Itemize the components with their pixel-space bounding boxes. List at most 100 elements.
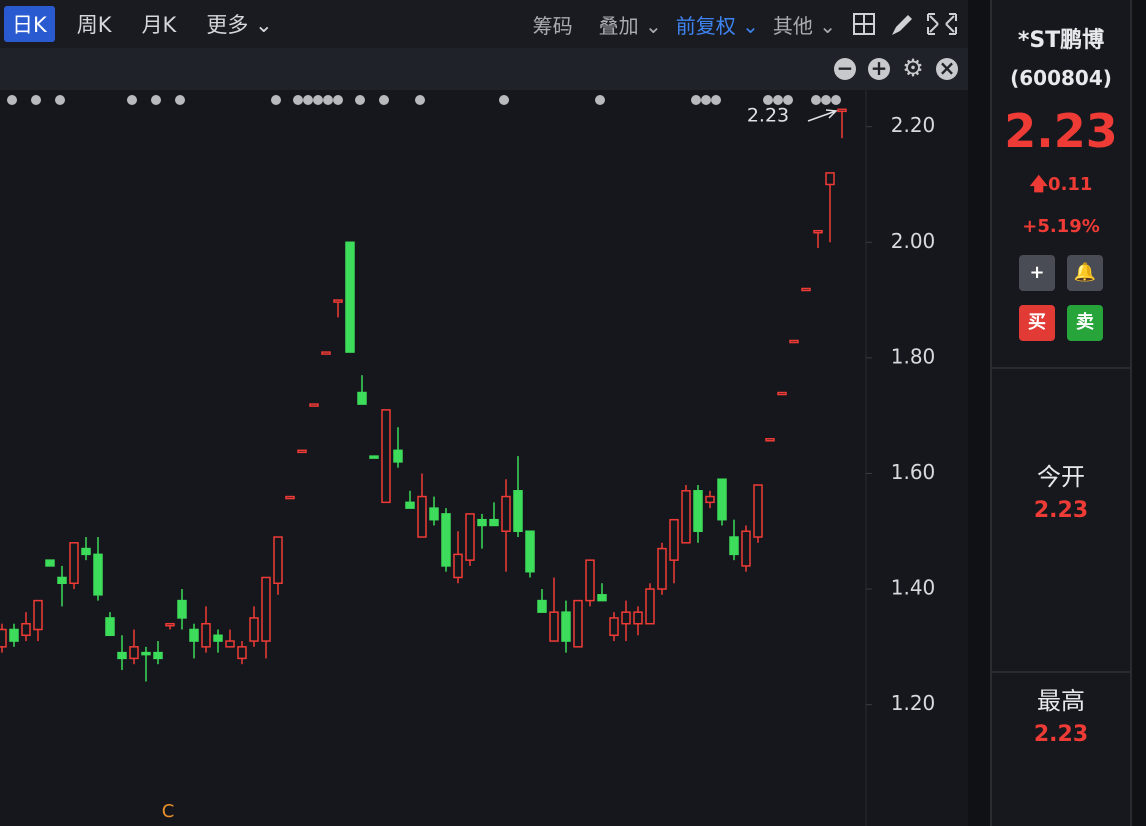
- candle-body: [765, 438, 775, 442]
- candle-body: [801, 287, 811, 292]
- alert-button[interactable]: 🔔: [1067, 255, 1103, 291]
- candle-body: [789, 339, 799, 344]
- event-dot: [595, 95, 605, 105]
- y-tick-label: 2.00: [891, 229, 936, 253]
- candle-body: [441, 513, 451, 567]
- last-price-label: 2.23: [747, 105, 789, 127]
- period-tab[interactable]: 日K: [4, 6, 55, 42]
- event-dot: [55, 95, 65, 105]
- event-dot: [355, 95, 365, 105]
- candle-body: [189, 628, 199, 642]
- candle-body: [129, 646, 139, 660]
- event-dot: [31, 95, 41, 105]
- settings[interactable]: ⚙: [902, 54, 924, 82]
- add-button[interactable]: +: [1019, 255, 1055, 291]
- candle-body: [825, 172, 835, 186]
- candle-body: [273, 536, 283, 585]
- sell-button[interactable]: 卖: [1067, 305, 1103, 341]
- candle-body: [453, 553, 463, 579]
- price: 2.23: [1004, 104, 1118, 158]
- stat-label: 今开: [1037, 463, 1085, 491]
- tool-icons[interactable]: [850, 9, 960, 39]
- candle-body: [705, 495, 715, 504]
- candle-body: [777, 391, 787, 396]
- candle-body: [429, 507, 439, 521]
- change: 🡅0.11: [1029, 174, 1093, 195]
- more-text: 更多: [206, 13, 249, 37]
- candle-body: [201, 622, 211, 648]
- tool-button[interactable]: 其他 ⌄: [772, 13, 836, 38]
- event-dot: [7, 95, 17, 105]
- divider: [992, 671, 1130, 673]
- candle-body: [141, 651, 151, 656]
- candle-body: [81, 547, 91, 556]
- toolbar: 日K 周K 月K 更多 ⌄ 筹码 叠加 ⌄ 前复权 ⌄ 其他 ⌄: [0, 0, 968, 48]
- event-dots: [7, 95, 841, 105]
- change-pct: +5.19%: [1022, 216, 1100, 237]
- candle-body: [741, 530, 751, 567]
- candle-body: [609, 617, 619, 637]
- candle-body: [753, 484, 763, 538]
- candle-body: [525, 530, 535, 573]
- change-value: 0.11: [1048, 174, 1093, 195]
- tool-button[interactable]: 前复权 ⌄: [675, 13, 759, 38]
- buy-button[interactable]: 买: [1019, 305, 1055, 341]
- y-tick-label: 1.80: [891, 344, 936, 368]
- stat-value: 2.23: [1033, 498, 1089, 523]
- candle-body: [717, 478, 727, 521]
- event-dot: [711, 95, 721, 105]
- candle-body: [489, 518, 499, 527]
- period-tab[interactable]: 月K: [141, 13, 177, 37]
- candle-body: [537, 599, 547, 613]
- period-tab[interactable]: 周K: [76, 13, 112, 37]
- candle-body: [57, 576, 67, 585]
- event-dot: [763, 95, 773, 105]
- tool-button[interactable]: 筹码: [532, 13, 573, 38]
- event-dot: [821, 95, 831, 105]
- candle-body: [465, 513, 475, 561]
- candle-body: [693, 490, 703, 532]
- event-dot: [293, 95, 303, 105]
- candle-body: [513, 490, 523, 532]
- candle-body: [321, 351, 331, 355]
- zoom-out[interactable]: −: [834, 58, 856, 80]
- event-dot: [773, 95, 783, 105]
- candle-body: [225, 640, 235, 648]
- stock-code: (600804): [1010, 66, 1112, 90]
- candle-body: [105, 617, 115, 637]
- period-more[interactable]: 更多 ⌄: [206, 13, 273, 37]
- candle-body: [309, 403, 319, 407]
- event-dot: [313, 95, 323, 105]
- y-tick-label: 1.60: [891, 460, 936, 484]
- candle-body: [285, 495, 295, 500]
- candle-body: [681, 490, 691, 544]
- event-dot: [811, 95, 821, 105]
- candle-body: [357, 391, 367, 405]
- zoom-in[interactable]: +: [868, 58, 890, 80]
- tool-text: 其他: [772, 13, 813, 38]
- event-dot: [323, 95, 333, 105]
- candle-body: [213, 634, 223, 642]
- stat-value: 2.23: [1033, 722, 1089, 747]
- y-tick-label: 2.20: [891, 113, 936, 137]
- candle-body: [333, 299, 343, 303]
- candle-body: [249, 617, 259, 642]
- candle-body: [369, 455, 379, 459]
- tool-button[interactable]: 叠加 ⌄: [598, 13, 662, 38]
- candle-body: [501, 495, 511, 532]
- candle-body: [597, 594, 607, 602]
- candle-body: [237, 646, 247, 660]
- candle-body: [477, 518, 487, 527]
- candle-body: [837, 108, 847, 113]
- y-tick-label: 1.40: [891, 576, 936, 600]
- candle-body: [585, 559, 595, 602]
- tool-text: 前复权: [675, 13, 736, 38]
- event-dot: [499, 95, 509, 105]
- event-dot: [303, 95, 313, 105]
- stat-label: 最高: [1037, 687, 1085, 715]
- candle-body: [561, 611, 571, 642]
- close[interactable]: ×: [936, 58, 958, 80]
- candle-body: [393, 449, 403, 463]
- candle-body: [405, 501, 415, 509]
- candle-body: [549, 611, 559, 642]
